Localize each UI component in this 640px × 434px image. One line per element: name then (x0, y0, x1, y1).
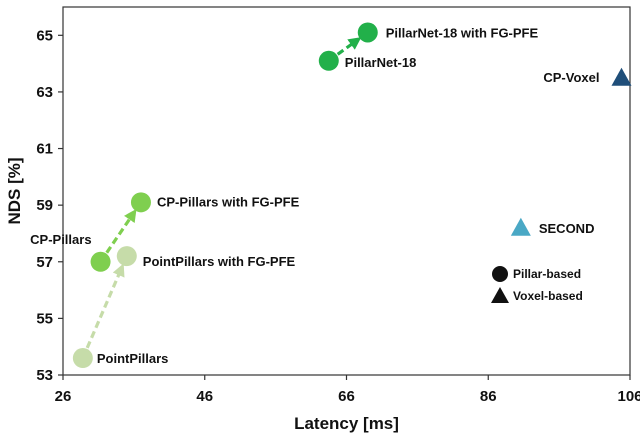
x-tick-label: 26 (55, 388, 72, 405)
point-cp-pillars (90, 251, 111, 272)
point-label-cp-pillars: CP-Pillars (30, 232, 91, 247)
y-tick-label: 53 (36, 367, 53, 384)
x-tick-label: 86 (480, 388, 497, 405)
point-cp-pillars-fgpfe (130, 192, 151, 213)
arrow-pointpillars-to-pointpillars-fgpfe (85, 263, 125, 349)
point-label-cp-voxel: CP-Voxel (543, 70, 599, 85)
point-cp-voxel (611, 67, 632, 86)
y-tick-label: 65 (36, 27, 53, 44)
y-tick-label: 55 (36, 310, 53, 327)
arrow-cp-pillars-to-cp-pillars-fgpfe (105, 208, 137, 254)
point-label-second: SECOND (539, 221, 595, 236)
y-axis-label: NDS [%] (5, 157, 24, 224)
point-pillarnet-18 (318, 50, 339, 71)
point-label-pointpillars: PointPillars (97, 351, 169, 366)
legend-triangle-marker (491, 287, 509, 303)
point-label-pointpillars-fgpfe: PointPillars with FG-PFE (143, 254, 296, 269)
x-tick-label: 46 (196, 388, 213, 405)
point-pillarnet-18-fgpfe (357, 22, 378, 43)
point-pointpillars-fgpfe (116, 246, 137, 267)
y-tick-label: 63 (36, 84, 53, 101)
arrow-pillarnet-18-to-pillarnet-18-fgpfe (336, 37, 362, 56)
point-label-pillarnet-18-fgpfe: PillarNet-18 with FG-PFE (386, 25, 539, 40)
y-tick-label: 61 (36, 141, 53, 158)
y-tick-label: 59 (36, 197, 53, 214)
point-label-cp-pillars-fgpfe: CP-Pillars with FG-PFE (157, 194, 300, 209)
y-tick-label: 57 (36, 254, 53, 271)
legend-circle-marker (492, 266, 508, 282)
point-pointpillars (72, 348, 93, 369)
point-label-pillarnet-18: PillarNet-18 (345, 55, 417, 70)
x-axis-label: Latency [ms] (294, 414, 399, 433)
x-tick-label: 106 (617, 388, 640, 405)
legend-label: Voxel-based (513, 289, 583, 303)
x-tick-label: 66 (338, 388, 355, 405)
point-second (510, 217, 531, 236)
legend-label: Pillar-based (513, 267, 581, 281)
